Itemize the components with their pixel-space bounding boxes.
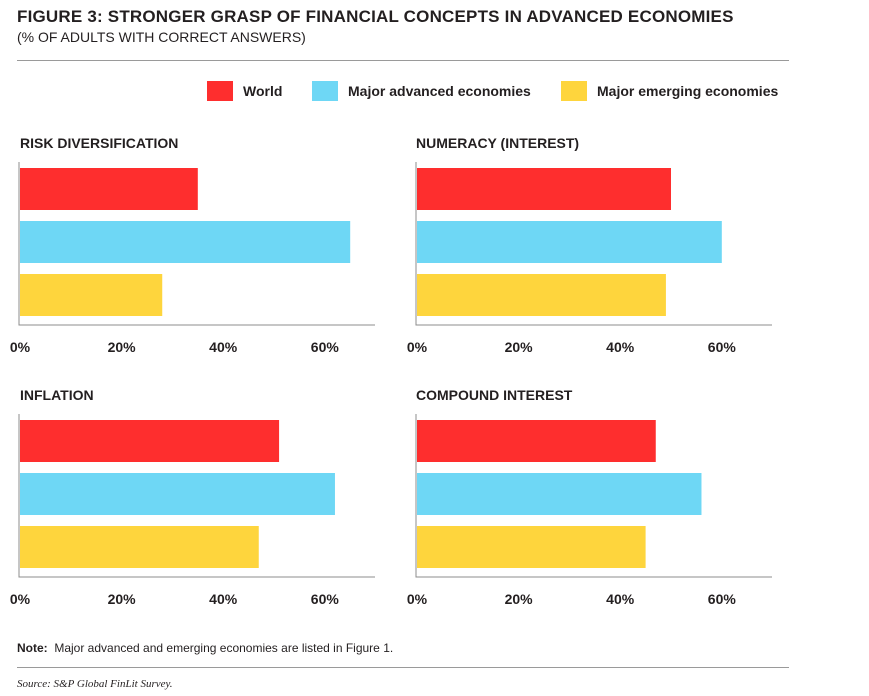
axis-inflation xyxy=(18,414,375,578)
panel-title-inflation: INFLATION xyxy=(20,387,94,403)
bar-risk-diversification-world xyxy=(20,168,198,210)
tick-label-compound-interest-0: 0% xyxy=(407,591,428,607)
tick-label-inflation-0: 0% xyxy=(10,591,31,607)
bottom-divider xyxy=(17,667,789,668)
legend-item-advanced: Major advanced economies xyxy=(312,80,531,102)
legend-label-world: World xyxy=(243,83,283,99)
tick-label-numeracy-1: 20% xyxy=(505,339,534,355)
figure-title: FIGURE 3: STRONGER GRASP OF FINANCIAL CO… xyxy=(17,7,734,26)
source-text: Source: S&P Global FinLit Survey. xyxy=(17,678,173,690)
tick-label-compound-interest-3: 60% xyxy=(708,591,737,607)
tick-label-inflation-1: 20% xyxy=(108,591,137,607)
tick-label-numeracy-2: 40% xyxy=(606,339,635,355)
note-text: Major advanced and emerging economies ar… xyxy=(54,641,394,655)
bar-compound-interest-emerging xyxy=(417,526,646,568)
bar-compound-interest-advanced xyxy=(417,473,702,515)
tick-label-compound-interest-2: 40% xyxy=(606,591,635,607)
tick-label-inflation-2: 40% xyxy=(209,591,238,607)
bar-compound-interest-world xyxy=(417,420,656,462)
bar-inflation-advanced xyxy=(20,473,335,515)
legend-swatch-advanced xyxy=(312,81,338,101)
note: Note: Major advanced and emerging econom… xyxy=(17,641,393,655)
legend-swatch-world xyxy=(207,81,233,101)
tick-label-inflation-3: 60% xyxy=(311,591,340,607)
tick-label-numeracy-0: 0% xyxy=(407,339,428,355)
legend-label-emerging: Major emerging economies xyxy=(597,83,779,99)
figure-subtitle: (% OF ADULTS WITH CORRECT ANSWERS) xyxy=(17,29,306,45)
axis-risk-diversification xyxy=(18,162,375,326)
panel-title-compound-interest: COMPOUND INTEREST xyxy=(416,387,573,403)
axis-compound-interest xyxy=(415,414,772,578)
bar-numeracy-advanced xyxy=(417,221,722,263)
tick-label-numeracy-3: 60% xyxy=(708,339,737,355)
legend-swatch-emerging xyxy=(561,81,587,101)
bar-risk-diversification-advanced xyxy=(20,221,351,263)
bar-risk-diversification-emerging xyxy=(20,274,163,316)
note-label: Note: xyxy=(17,641,48,655)
tick-label-risk-diversification-1: 20% xyxy=(108,339,137,355)
legend-item-world: World xyxy=(207,80,282,102)
tick-label-risk-diversification-2: 40% xyxy=(209,339,238,355)
tick-label-compound-interest-1: 20% xyxy=(505,591,534,607)
legend-label-advanced: Major advanced economies xyxy=(348,83,531,99)
panel-title-numeracy: NUMERACY (INTEREST) xyxy=(416,135,580,151)
bar-inflation-world xyxy=(20,420,280,462)
panel-title-risk-diversification: RISK DIVERSIFICATION xyxy=(20,135,179,151)
bar-numeracy-world xyxy=(417,168,671,210)
bar-numeracy-emerging xyxy=(417,274,666,316)
axis-numeracy xyxy=(415,162,772,326)
top-divider xyxy=(17,60,789,61)
bar-inflation-emerging xyxy=(20,526,259,568)
tick-label-risk-diversification-3: 60% xyxy=(311,339,340,355)
tick-label-risk-diversification-0: 0% xyxy=(10,339,31,355)
legend-item-emerging: Major emerging economies xyxy=(561,80,778,102)
